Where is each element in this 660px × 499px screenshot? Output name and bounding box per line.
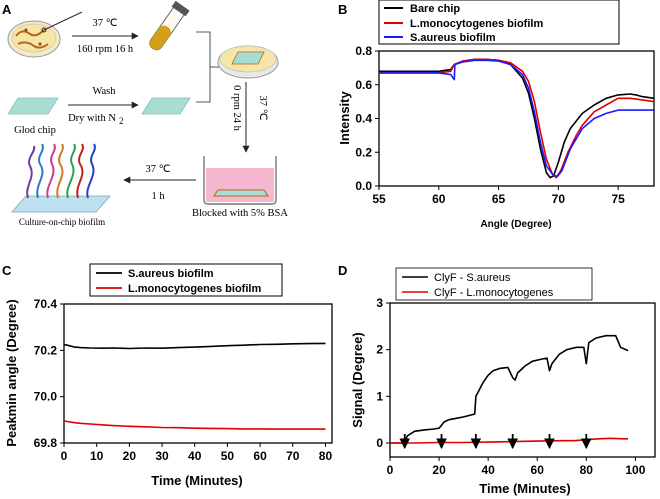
chart-c-ylabel: Peakmin angle (Degree) [4, 299, 19, 446]
x-tick-label: 40 [481, 463, 495, 477]
x-tick-label: 30 [155, 449, 169, 463]
chart-d-xlabel: Time (Minutes) [479, 481, 571, 496]
chart-d: 0 20 40 60 80 100 0 1 2 3 Signal (Degree) Time (M… [350, 267, 656, 496]
test-tube [149, 0, 190, 51]
chart-d-frame [389, 302, 656, 458]
x-tick-label: 40 [188, 449, 202, 463]
x-tick-label: 60 [253, 449, 267, 463]
x-tick-label: 50 [221, 449, 235, 463]
panel-letter-d: D [338, 263, 347, 278]
y-tick-label: 70.2 [34, 343, 58, 357]
chart-c-legend: S.aureus biofilm L.monocytogenes biofilm [89, 263, 283, 297]
y-tick-label: 0.2 [355, 145, 372, 159]
x-tick-label: 70 [286, 449, 300, 463]
chart-d-legend: ClyF - S.aureus ClyF - L.monocytogenes [395, 267, 593, 301]
y-tick-label: 2 [376, 343, 383, 357]
legend-c-saureus: S.aureus biofilm [128, 268, 214, 280]
x-tick-label: 0 [61, 449, 68, 463]
dry-label: Dry with N [68, 113, 116, 124]
gold-chip-label: Glod chip [14, 125, 56, 136]
gold-chip-bare [7, 97, 59, 115]
legend-b-saureus: S.aureus biofilm [410, 32, 496, 44]
y-tick-label: 69.8 [34, 436, 58, 450]
step3-time: 1 h [151, 191, 165, 202]
legend-d-listeria: ClyF - L.monocytogenes [434, 287, 554, 299]
chart-d-ylabel: Signal (Degree) [350, 332, 365, 427]
step1-temp: 37 ℃ [93, 18, 118, 29]
series-line-2 [379, 58, 655, 179]
chart-c-xlabel: Time (Minutes) [151, 473, 243, 488]
y-tick-label: 3 [376, 296, 383, 310]
legend-d-saureus: ClyF - S.aureus [434, 272, 511, 284]
x-tick-label: 20 [432, 463, 446, 477]
chart-c-frame [63, 303, 333, 444]
x-tick-label: 80 [580, 463, 594, 477]
series-line-3 [379, 59, 654, 178]
blocked-label: Blocked with 5% BSA [192, 208, 288, 219]
petri-dish-colonies [7, 11, 83, 58]
panel-letter-b: B [338, 2, 347, 17]
y-tick-label: 70.0 [34, 390, 58, 404]
panel-letter-a: A [2, 2, 12, 17]
legend-b-listeria: L.monocytogenes biofilm [410, 18, 543, 30]
series-line-1 [390, 334, 629, 444]
x-tick-label: 0 [387, 463, 394, 477]
x-tick-label: 60 [531, 463, 545, 477]
x-tick-label: 100 [625, 463, 645, 477]
x-tick-label: 60 [432, 192, 446, 206]
wash-label: Wash [92, 86, 116, 97]
legend-b-bare: Bare chip [410, 3, 460, 15]
x-tick-label: 70 [552, 192, 566, 206]
y-tick-label: 0 [376, 436, 383, 450]
x-tick-label: 10 [90, 449, 104, 463]
legend-c-listeria: L.monocytogenes biofilm [128, 283, 261, 295]
x-tick-label: 80 [319, 449, 333, 463]
merge-bracket [196, 31, 211, 103]
culture-on-chip [11, 143, 111, 213]
x-tick-label: 55 [372, 192, 386, 206]
series-line-1 [379, 58, 655, 179]
chart-b-xlabel: Angle (Degree) [480, 219, 551, 230]
chart-b: 55 60 65 70 75 0.0 0.2 0.4 0.6 0.8 Intensity Angl… [337, 0, 655, 230]
gold-chip-clean [141, 97, 191, 115]
panel-letter-c: C [2, 263, 12, 278]
y-tick-label: 70.4 [34, 297, 58, 311]
step2-condition: 0 rpm 24 h [231, 85, 242, 132]
dry-label-subscript: 2 [119, 116, 124, 126]
y-tick-label: 0.4 [355, 112, 372, 126]
series-line-2 [390, 437, 628, 444]
series-line-2 [63, 420, 326, 430]
x-tick-label: 20 [123, 449, 137, 463]
chart-b-legend: Bare chip L.monocytogenes biofilm S.aure… [378, 0, 620, 45]
series-line-1 [63, 342, 326, 350]
chart-c: 0 10 20 30 40 50 60 70 80 69.8 70.0 70.2 70.4 Peakmi… [4, 263, 333, 488]
step3-temp: 37 ℃ [146, 164, 171, 175]
schematic: 37 ℃ 160 rpm 16 h Glod chip Wash Dry wit… [7, 0, 288, 227]
x-tick-label: 65 [492, 192, 506, 206]
x-tick-label: 75 [611, 192, 625, 206]
y-tick-label: 1 [376, 389, 383, 403]
bsa-container [203, 156, 277, 205]
y-tick-label: 0.8 [355, 44, 372, 58]
petri-dish-with-chip [217, 45, 279, 79]
step1-condition: 160 rpm 16 h [77, 44, 134, 55]
culture-label: Culture-on-chip biofilm [19, 217, 105, 227]
y-tick-label: 0.6 [355, 78, 372, 92]
step2-temp: 37 ℃ [257, 96, 268, 121]
chart-b-ylabel: Intensity [337, 91, 352, 145]
y-tick-label: 0.0 [355, 179, 372, 193]
